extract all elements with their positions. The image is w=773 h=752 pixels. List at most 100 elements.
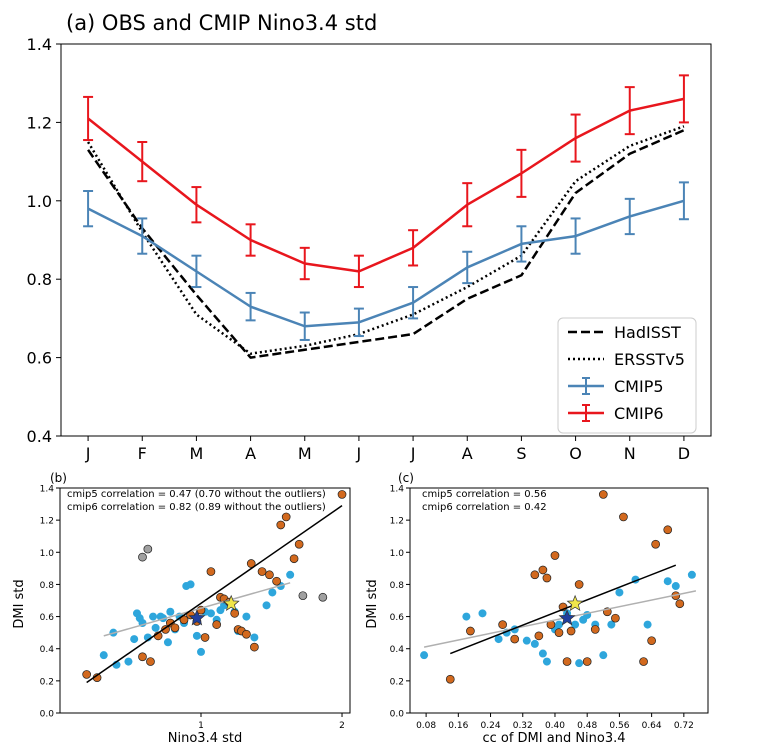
panel-a-errorbar-cmip6 bbox=[191, 186, 202, 224]
panel-b-point-cmip5 bbox=[242, 612, 251, 621]
panel-c-ytick-label: 0.4 bbox=[390, 645, 405, 655]
panel-a-xtick-label: A bbox=[462, 444, 473, 463]
panel-a-errorbar-cmip6 bbox=[137, 141, 148, 183]
panel-c-ytick-label: 0.0 bbox=[390, 710, 405, 720]
panel-b-label: (b) bbox=[50, 471, 67, 485]
panel-c-ytick-label: 0.8 bbox=[390, 581, 405, 591]
panel-c-point-cmip5 bbox=[615, 588, 624, 597]
panel-a-xtick-label: J bbox=[356, 444, 362, 463]
panel-b-point-cmip5 bbox=[166, 607, 175, 616]
panel-c-ytick-label: 0.6 bbox=[390, 613, 405, 623]
panel-c-point-cmip6 bbox=[619, 512, 628, 522]
panel-a-errorbar-cmip6 bbox=[83, 95, 94, 142]
panel-c-point-cmip6 bbox=[542, 573, 552, 583]
panel-a-errorbar-cmip5 bbox=[191, 254, 202, 289]
panel-b-point-cmip5 bbox=[250, 633, 259, 642]
panel-b-annotation-cmip6: cmip6 correlation = 0.82 (0.89 without t… bbox=[67, 502, 326, 513]
panel-a-errorbar-cmip5 bbox=[353, 307, 364, 338]
panel-a-xtick-label: O bbox=[569, 444, 582, 463]
panel-c-xlabel: cc of DMI and Nino3.4 bbox=[482, 731, 625, 746]
panel-c-point-cmip5 bbox=[494, 635, 503, 644]
panel-c-plot-frame bbox=[409, 487, 709, 714]
panel-b-point-cmip5 bbox=[286, 570, 295, 579]
panel-b-point-cmip5 bbox=[163, 638, 172, 647]
panel-b-point-cmip6 bbox=[138, 652, 147, 662]
panel-b-point-cmip6 bbox=[276, 520, 286, 530]
panel-c-ytick-label: 1.4 bbox=[390, 485, 405, 495]
panel-c-ytick-label: 1.2 bbox=[390, 517, 404, 527]
panel-c-point-cmip6 bbox=[590, 625, 600, 634]
legend-handle-cmip5 bbox=[568, 377, 604, 395]
panel-c-point-cmip6 bbox=[598, 490, 608, 499]
legend-handle-cmip6 bbox=[568, 404, 604, 422]
panel-a-series-cmip6 bbox=[87, 97, 685, 273]
panel-c-xtick-label: 0.08 bbox=[416, 721, 436, 731]
panel-b-point-cmip6 bbox=[272, 576, 281, 586]
panel-b-point-cmip5 bbox=[268, 588, 277, 597]
panel-b-point-cmip5 bbox=[206, 609, 215, 618]
panel-b-point-cmip6 bbox=[200, 633, 210, 642]
panel-c-point-cmip5 bbox=[555, 620, 563, 629]
panel-b-ylabel: DMI std bbox=[12, 579, 27, 628]
panel-c-point-cmip6 bbox=[651, 539, 660, 549]
panel-a-errorbar-cmip6 bbox=[245, 223, 256, 257]
panel-c-point-cmip6 bbox=[445, 674, 455, 684]
panel-c-point-cmip5 bbox=[530, 639, 539, 648]
panel-b-scatter: (b) Nino3.4 std DMI std 0.0 0.2 0.4 0.6 0.8 1… bbox=[12, 471, 351, 746]
panel-a-errorbar-cmip6 bbox=[516, 148, 527, 198]
panel-b-point-cmip6 bbox=[281, 512, 291, 522]
panel-b-ytick-label: 1.2 bbox=[40, 517, 54, 527]
panel-c-point-cmip6 bbox=[611, 613, 620, 623]
panel-a-errorbar-cmip5 bbox=[137, 217, 148, 255]
panel-c-scatter: (c) cc of DMI and Nino3.4 DMI std 0.0 0.2… bbox=[365, 471, 709, 746]
panel-b-point-cmip6 bbox=[212, 620, 222, 629]
panel-a-ytick-label: 1.2 bbox=[27, 113, 52, 132]
panel-a-xtick-label: S bbox=[516, 444, 526, 463]
panel-b-point-cmip6 bbox=[242, 629, 251, 639]
panel-c-label: (c) bbox=[398, 471, 414, 485]
panel-c-xtick-label: 0.24 bbox=[481, 721, 501, 731]
panel-b-point-cmip6 bbox=[246, 559, 256, 568]
panel-c-xtick-label: 0.48 bbox=[577, 721, 597, 731]
panel-b-star-obs bbox=[188, 609, 206, 626]
panel-a-series-cmip5 bbox=[87, 199, 685, 328]
panel-b-point-cmip5 bbox=[262, 601, 271, 610]
panel-c-xtick-label: 0.56 bbox=[609, 721, 629, 731]
panel-b-ytick-label: 1.4 bbox=[40, 485, 55, 495]
panel-a-legend: HadISST ERSSTv5 CMIP5 CMIP6 bbox=[557, 317, 697, 434]
panel-c-point-cmip5 bbox=[478, 609, 487, 618]
panel-a-errorbar-cmip5 bbox=[516, 225, 527, 263]
panel-b-point-cmip5 bbox=[192, 631, 201, 640]
panel-b-point-cmip5 bbox=[197, 647, 206, 656]
panel-c-point-cmip5 bbox=[663, 577, 672, 586]
panel-a-ytick-label: 0.4 bbox=[27, 427, 52, 446]
panel-a-plot-frame bbox=[60, 43, 712, 437]
panel-b-point-cmip6 bbox=[257, 567, 267, 576]
panel-a-ytick-label: 1.4 bbox=[27, 35, 52, 54]
panel-b-xtick-label: 2 bbox=[339, 721, 345, 731]
panel-a-xtick-label: M bbox=[190, 444, 204, 463]
panel-b-fit-line-cmip6 bbox=[86, 505, 343, 684]
panel-c-xtick-label: 0.32 bbox=[513, 721, 533, 731]
panel-b-point-cmip6 bbox=[82, 670, 92, 679]
panel-c-point-cmip5 bbox=[462, 612, 471, 621]
panel-b-plot-frame bbox=[59, 487, 351, 714]
panel-b-fit-line-cmip5 bbox=[103, 582, 291, 637]
panel-c-point-cmip5 bbox=[575, 659, 584, 668]
legend-label-cmip5: CMIP5 bbox=[614, 377, 664, 396]
panel-b-point-cmip5 bbox=[151, 623, 160, 632]
panel-b-point-cmip6 bbox=[146, 657, 155, 666]
panel-c-point-cmip6 bbox=[574, 580, 584, 589]
panel-c-xtick-label: 0.40 bbox=[545, 721, 565, 731]
panel-c-ytick-label: 0.2 bbox=[390, 677, 404, 687]
panel-a-errorbar-cmip5 bbox=[83, 190, 94, 228]
legend-label-cmip6: CMIP6 bbox=[614, 404, 664, 423]
panel-a-nino34-std: (a) OBS and CMIP Nino3.4 std 0.4 0.6 0.8 1.… bbox=[27, 11, 712, 463]
panel-b-point-cmip5 bbox=[149, 612, 158, 621]
panel-b-xlabel: Nino3.4 std bbox=[168, 731, 242, 746]
panel-a-errorbar-cmip5 bbox=[624, 197, 635, 236]
panel-c-point-cmip5 bbox=[571, 620, 580, 629]
panel-c-point-cmip6 bbox=[562, 657, 572, 666]
panel-a-errorbar-cmip6 bbox=[353, 254, 364, 289]
